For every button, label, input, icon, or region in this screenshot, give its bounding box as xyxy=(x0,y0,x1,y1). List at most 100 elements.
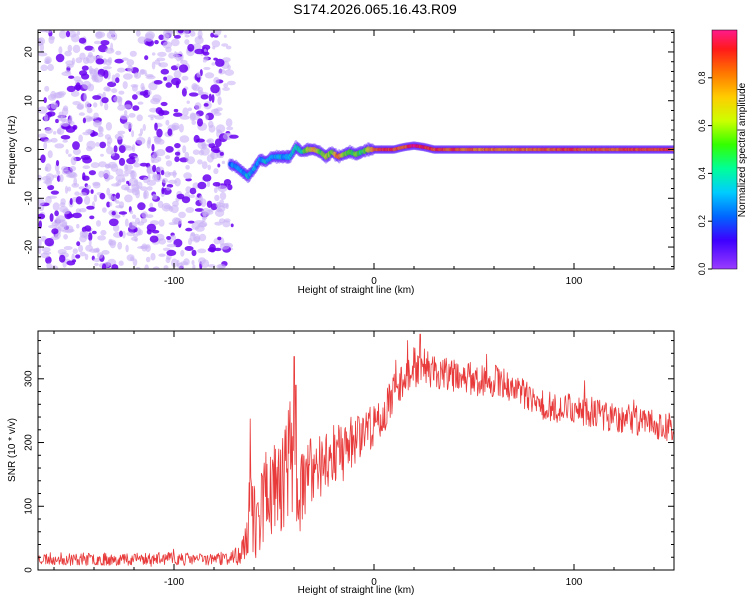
noise-speck xyxy=(118,211,128,215)
noise-speck xyxy=(154,40,159,45)
noise-speck xyxy=(38,238,42,247)
noise-speck xyxy=(69,198,73,205)
noise-speck xyxy=(130,256,135,262)
noise-speck xyxy=(152,164,157,173)
noise-speck xyxy=(92,48,95,52)
noise-speck xyxy=(152,159,160,163)
noise-speck xyxy=(106,201,111,208)
noise-speck xyxy=(195,138,205,143)
noise-speck xyxy=(185,207,195,213)
noise-speck xyxy=(198,149,205,156)
spectrogram-ylabel: Frequency (Hz) xyxy=(7,116,18,185)
noise-speck xyxy=(141,86,146,92)
noise-speck xyxy=(172,200,179,207)
noise-speck xyxy=(72,101,81,106)
noise-speck xyxy=(44,139,53,143)
noise-speck xyxy=(224,218,231,223)
noise-speck xyxy=(229,134,239,139)
spectrogram-xlabel: Height of straight line (km) xyxy=(298,285,415,296)
noise-speck xyxy=(212,149,221,154)
noise-speck xyxy=(217,163,221,168)
noise-speck xyxy=(201,161,208,170)
noise-speck xyxy=(181,88,187,97)
noise-speck xyxy=(230,223,234,228)
noise-speck xyxy=(222,133,233,140)
noise-speck xyxy=(118,145,126,154)
noise-speck xyxy=(59,254,66,263)
noise-speck xyxy=(88,116,97,120)
noise-speck xyxy=(93,194,98,202)
noise-speck xyxy=(97,235,106,241)
noise-speck xyxy=(62,139,68,143)
noise-speck xyxy=(162,247,171,251)
noise-speck xyxy=(139,69,145,75)
x-tick-label: 100 xyxy=(566,577,583,588)
noise-speck xyxy=(137,101,144,105)
noise-speck xyxy=(50,137,58,143)
noise-speck xyxy=(67,44,73,52)
noise-speck xyxy=(218,218,226,224)
noise-speck xyxy=(38,37,46,46)
noise-speck xyxy=(72,248,78,255)
snr-line xyxy=(38,333,674,567)
noise-speck xyxy=(149,235,159,243)
noise-speck xyxy=(75,82,81,92)
noise-speck xyxy=(188,92,199,97)
x-tick-label: -100 xyxy=(164,577,184,588)
noise-speck xyxy=(211,151,215,160)
noise-speck xyxy=(89,68,96,75)
noise-speck xyxy=(82,156,92,164)
snr-axes: -100 0 100 0 100 200 300 xyxy=(23,331,674,588)
noise-speck xyxy=(184,34,190,38)
noise-speck xyxy=(84,195,91,205)
noise-speck xyxy=(201,259,210,268)
noise-speck xyxy=(117,104,126,111)
noise-speck xyxy=(197,248,207,254)
noise-speck xyxy=(63,234,68,240)
y-tick-label: 20 xyxy=(24,46,35,58)
noise-speck xyxy=(147,114,157,118)
colorbar-tick-label: 0.0 xyxy=(697,263,707,276)
noise-speck xyxy=(189,232,196,242)
noise-speck xyxy=(117,130,126,135)
noise-speck xyxy=(144,33,154,42)
noise-speck xyxy=(92,95,102,100)
noise-speck xyxy=(128,221,137,230)
noise-speck xyxy=(99,192,106,200)
noise-speck xyxy=(52,174,58,178)
noise-speck xyxy=(137,36,147,44)
noise-speck xyxy=(203,66,211,71)
noise-speck xyxy=(62,229,69,233)
noise-speck xyxy=(108,218,119,227)
noise-speck xyxy=(207,138,214,145)
noise-speck xyxy=(81,65,89,71)
noise-speck xyxy=(93,74,104,83)
noise-speck xyxy=(212,46,216,50)
noise-speck xyxy=(114,214,121,219)
noise-speck xyxy=(171,258,178,268)
noise-speck xyxy=(163,204,172,210)
noise-speck xyxy=(182,145,187,154)
noise-speck xyxy=(170,204,179,214)
snr-ylabel: SNR (10 * v/v) xyxy=(7,418,18,482)
noise-speck xyxy=(118,201,125,209)
noise-speck xyxy=(86,146,93,152)
noise-speck xyxy=(161,187,165,195)
noise-speck xyxy=(118,90,125,95)
noise-speck xyxy=(178,211,187,219)
noise-speck xyxy=(124,164,129,172)
noise-speck xyxy=(148,207,157,212)
noise-speck xyxy=(40,64,48,72)
noise-speck xyxy=(104,164,111,169)
noise-speck xyxy=(93,102,98,108)
noise-speck xyxy=(101,263,107,269)
noise-speck xyxy=(192,149,200,155)
noise-speck xyxy=(227,64,231,70)
noise-speck xyxy=(165,46,172,53)
noise-speck xyxy=(185,227,193,232)
noise-speck xyxy=(152,94,162,103)
noise-speck xyxy=(145,256,151,263)
noise-speck xyxy=(70,156,77,166)
noise-speck xyxy=(179,115,190,120)
noise-speck xyxy=(108,30,116,35)
